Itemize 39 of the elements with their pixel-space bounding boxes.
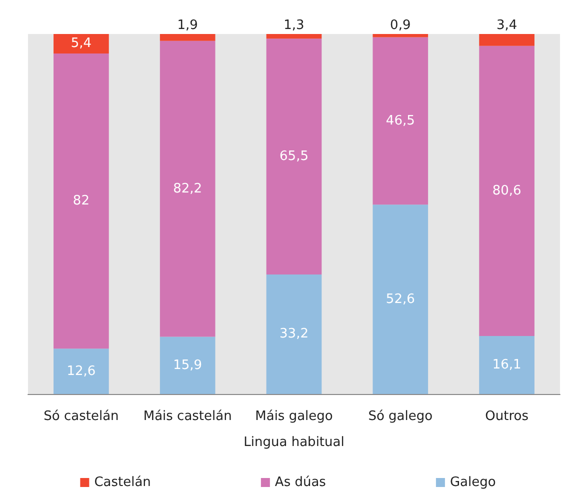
legend-label: Castelán	[94, 475, 151, 490]
data-label: 0,9	[390, 18, 411, 33]
bar	[479, 336, 534, 394]
data-label: 80,6	[492, 183, 522, 198]
bar	[372, 37, 428, 205]
bar	[479, 46, 534, 336]
x-tick-label: Só galego	[368, 409, 433, 424]
legend-label: As dúas	[274, 475, 326, 490]
bar	[160, 336, 216, 394]
bar	[160, 34, 216, 41]
data-label: 12,6	[66, 364, 96, 379]
x-tick-label: Só castelán	[44, 409, 119, 424]
bar	[54, 34, 109, 54]
data-label: 16,1	[492, 358, 522, 373]
data-label: 33,2	[280, 326, 308, 342]
data-label: 46,5	[386, 113, 415, 128]
x-tick-label: Máis castelán	[143, 409, 232, 424]
bar	[54, 348, 109, 394]
data-label: 1,3	[284, 18, 304, 33]
data-label: 52,6	[386, 292, 415, 307]
bar	[266, 34, 322, 39]
x-axis-title: Lingua habitual	[244, 435, 344, 450]
bar	[266, 274, 322, 394]
bar	[479, 34, 534, 46]
data-label: 82	[72, 194, 90, 209]
bar	[372, 34, 428, 38]
bar	[372, 204, 428, 394]
bar	[54, 53, 109, 349]
bar	[160, 40, 216, 337]
data-label: 15,9	[173, 358, 202, 373]
data-label: 3,4	[496, 18, 518, 33]
data-label: 1,9	[177, 18, 198, 33]
data-label: 82,2	[173, 181, 202, 196]
data-label: 5,4	[70, 36, 92, 52]
x-tick-label: Outros	[485, 409, 529, 424]
bar	[266, 38, 322, 274]
data-label: 65,5	[280, 149, 308, 164]
legend-label: Galego	[450, 475, 496, 490]
x-tick-label: Máis galego	[255, 409, 333, 424]
